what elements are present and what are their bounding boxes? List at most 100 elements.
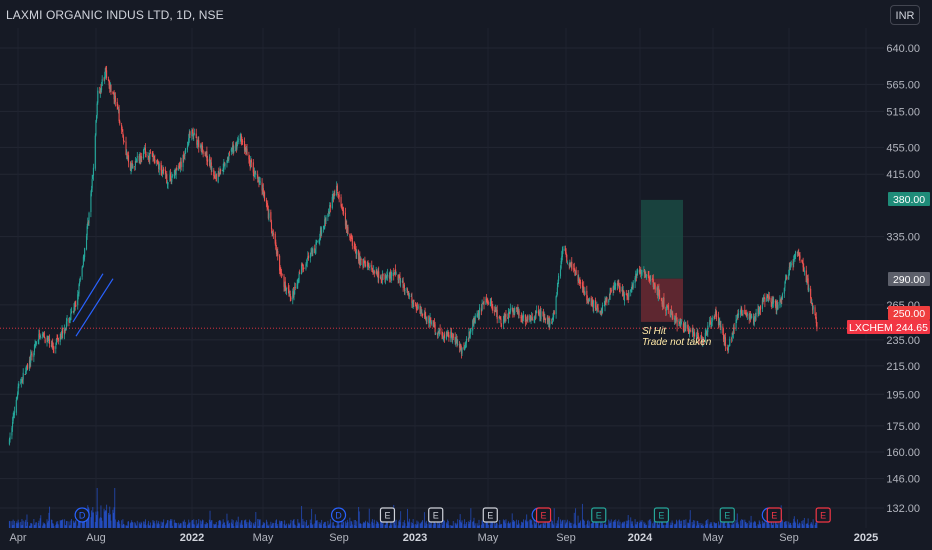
target-zone[interactable] bbox=[641, 199, 683, 279]
candle-body bbox=[404, 289, 406, 292]
volume-bar bbox=[627, 520, 629, 528]
candle-body bbox=[64, 329, 66, 335]
candle-body bbox=[793, 258, 795, 264]
volume-bar bbox=[438, 523, 440, 528]
volume-bar bbox=[739, 520, 741, 528]
volume-bar bbox=[805, 523, 807, 528]
time-axis[interactable]: Apr Aug 2022 May Sep 2023 May Sep 2024 May Sep 2025 bbox=[9, 532, 878, 544]
volume-bar bbox=[704, 524, 706, 528]
candle-body bbox=[205, 151, 207, 155]
candle-body bbox=[59, 336, 61, 342]
earnings-event-icon[interactable]: E bbox=[379, 507, 396, 523]
trendline-upper[interactable] bbox=[72, 273, 104, 323]
candle-body bbox=[105, 68, 107, 70]
volume-bar bbox=[64, 519, 66, 528]
candle-body bbox=[307, 255, 310, 259]
volume-bar bbox=[307, 524, 309, 528]
candle-body bbox=[160, 162, 162, 171]
candle-body bbox=[182, 154, 184, 167]
earnings-event-icon[interactable]: E bbox=[591, 507, 607, 523]
earnings-event-icon[interactable]: E bbox=[653, 507, 670, 523]
candle-body bbox=[233, 150, 235, 152]
volume-bar bbox=[603, 523, 605, 528]
volume-bar bbox=[565, 523, 567, 528]
volume-bar bbox=[163, 519, 165, 528]
candle-body bbox=[480, 308, 483, 312]
candle-body bbox=[180, 161, 182, 168]
candle-body bbox=[504, 313, 506, 319]
candle-body bbox=[423, 313, 425, 315]
trendline-lower[interactable] bbox=[75, 278, 114, 337]
trendline[interactable] bbox=[72, 273, 114, 337]
volume-bar bbox=[491, 522, 493, 528]
dividend-event-icon[interactable]: D bbox=[74, 507, 90, 523]
candle-body bbox=[612, 286, 614, 291]
volume-bar bbox=[724, 521, 726, 528]
earnings-event-icon[interactable]: E bbox=[815, 507, 831, 523]
volume-bar bbox=[117, 522, 119, 528]
candle-body bbox=[215, 173, 217, 182]
volume-bar bbox=[406, 525, 408, 528]
volume-bar bbox=[184, 525, 186, 528]
candle-body bbox=[742, 310, 744, 315]
candle-body bbox=[653, 283, 655, 288]
volume-bar bbox=[351, 524, 353, 528]
candle-body bbox=[719, 321, 721, 323]
volume-bar bbox=[638, 522, 640, 528]
candle-body bbox=[211, 168, 213, 170]
volume-bar bbox=[464, 519, 466, 528]
volume-bar bbox=[34, 524, 36, 528]
candle-body bbox=[401, 280, 404, 283]
earnings-event-icon[interactable]: E bbox=[535, 507, 552, 523]
candle-body bbox=[469, 331, 471, 338]
candle-body bbox=[262, 187, 264, 191]
volume-bar bbox=[474, 525, 476, 528]
earnings-event-icon[interactable]: E bbox=[428, 507, 444, 523]
candle-body bbox=[667, 304, 669, 310]
candle-body bbox=[307, 256, 309, 259]
volume-bar bbox=[732, 524, 734, 528]
candle-body bbox=[544, 319, 546, 320]
volume-bar bbox=[109, 506, 111, 528]
price-axis[interactable]: 640.00565.00515.00455.00415.00335.00265.… bbox=[886, 43, 920, 515]
volume-bar bbox=[160, 521, 162, 528]
candle-body bbox=[113, 92, 115, 100]
candle-body bbox=[749, 314, 751, 320]
candle-body bbox=[109, 84, 111, 89]
volume-bar bbox=[543, 521, 545, 528]
volume-bar bbox=[615, 519, 617, 528]
volume-bar bbox=[290, 519, 292, 528]
dividend-event-icon[interactable]: D bbox=[330, 507, 347, 523]
volume-bar bbox=[428, 524, 430, 528]
volume-bar bbox=[595, 520, 597, 528]
earnings-event-icon[interactable]: E bbox=[766, 507, 782, 523]
volume-bar bbox=[608, 523, 610, 528]
volume-bar bbox=[254, 525, 256, 528]
volume-bar bbox=[22, 520, 24, 528]
candle-body bbox=[428, 318, 431, 324]
candle-body bbox=[718, 321, 720, 325]
candle-body bbox=[531, 316, 533, 318]
currency-button[interactable]: INR bbox=[890, 5, 920, 25]
volume-bar bbox=[417, 524, 419, 528]
volume-bar bbox=[753, 521, 755, 528]
candle-body bbox=[314, 248, 316, 253]
volume-bar bbox=[516, 519, 518, 528]
candle-body bbox=[665, 308, 667, 311]
candle-body bbox=[302, 266, 304, 270]
candle-body bbox=[714, 316, 716, 317]
earnings-event-icon[interactable]: E bbox=[719, 507, 735, 523]
candle-body bbox=[259, 181, 261, 183]
volume-bar bbox=[644, 523, 646, 528]
volume-bar bbox=[574, 523, 576, 528]
volume-bar bbox=[393, 522, 395, 528]
volume-bar bbox=[211, 520, 213, 528]
volume-bar bbox=[323, 522, 325, 528]
volume-bar bbox=[521, 522, 523, 528]
candle-body bbox=[139, 154, 141, 161]
volume-bar bbox=[48, 512, 50, 528]
earnings-event-icon[interactable]: E bbox=[482, 507, 498, 523]
volume-bar bbox=[512, 521, 514, 528]
volume-bar bbox=[612, 521, 614, 528]
